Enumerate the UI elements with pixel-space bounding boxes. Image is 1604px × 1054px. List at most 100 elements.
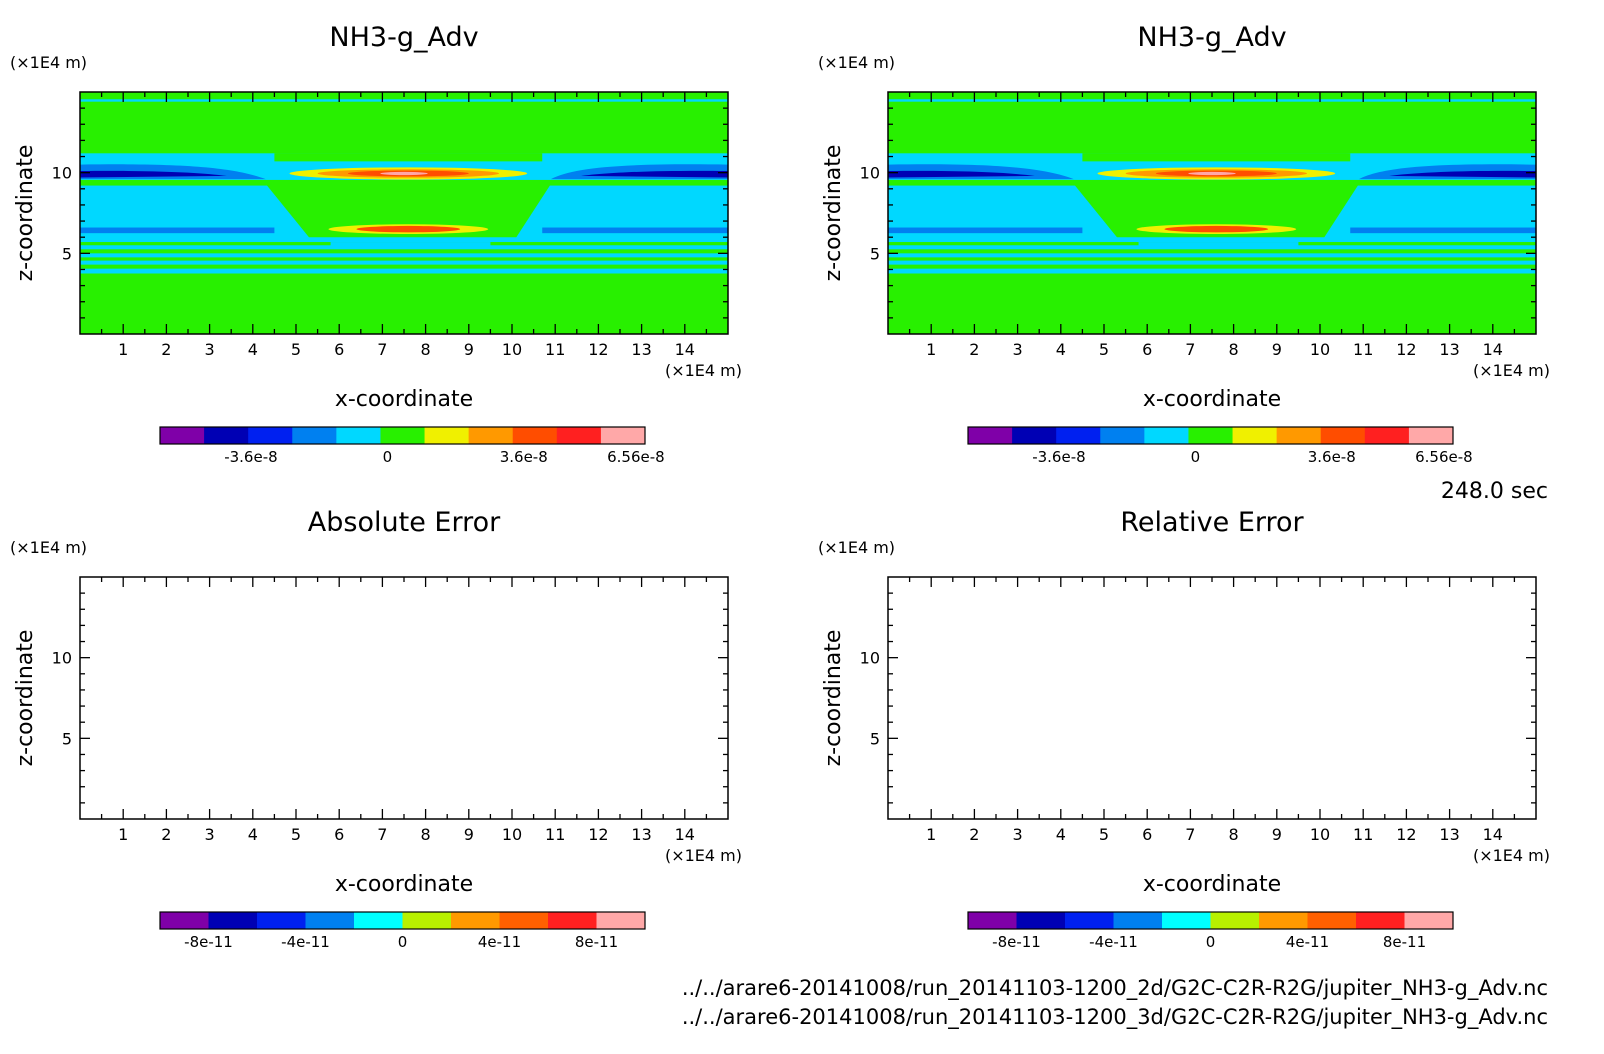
colorbar-segment xyxy=(1065,912,1114,929)
colorbar-segment xyxy=(1012,427,1057,444)
colorbar-label: 0 xyxy=(398,933,408,951)
contour-field xyxy=(80,92,728,334)
colorbar-segment xyxy=(596,912,646,929)
x-tick-label: 5 xyxy=(1099,340,1109,359)
x-tick-label: 11 xyxy=(1353,340,1373,359)
x-tick-label: 12 xyxy=(1396,825,1416,844)
colorbar-segment xyxy=(1056,427,1101,444)
y-tick-label: 5 xyxy=(870,729,880,748)
x-tick-label: 14 xyxy=(1483,340,1503,359)
field-lower-stripe xyxy=(888,245,1536,250)
x-tick-label: 2 xyxy=(161,825,171,844)
colorbar-segment xyxy=(548,912,597,929)
colorbar-segment xyxy=(1404,912,1454,929)
field-right-navy xyxy=(1389,170,1536,178)
colorbar-label: 3.6e-8 xyxy=(500,448,548,466)
field-green-trough xyxy=(265,183,551,238)
colorbar-segment xyxy=(208,912,258,929)
x-tick-label: 11 xyxy=(1353,825,1373,844)
x-tick-label: 4 xyxy=(248,340,258,359)
colorbar-segment xyxy=(556,427,602,444)
field-lower-bump xyxy=(1138,242,1299,247)
field-lower-stripe xyxy=(80,260,728,265)
field-upper-pink xyxy=(380,171,428,176)
colorbar-segment xyxy=(468,427,514,444)
x-tick-label: 1 xyxy=(118,340,128,359)
y-tick-label: 10 xyxy=(860,164,880,183)
colorbar-segment xyxy=(1276,427,1322,444)
y-tick-label: 10 xyxy=(860,649,880,668)
y-unit-label: (×1E4 m) xyxy=(10,53,87,72)
y-axis-label: z-coordinate xyxy=(821,145,846,282)
x-tick-label: 11 xyxy=(545,340,565,359)
plot-frame xyxy=(887,576,1537,820)
colorbar-segment xyxy=(1408,427,1454,444)
x-tick-label: 1 xyxy=(118,825,128,844)
field-left-navy xyxy=(888,170,1035,178)
x-unit-label: (×1E4 m) xyxy=(1473,846,1550,865)
x-tick-label: 6 xyxy=(1142,340,1152,359)
y-axis-label: z-coordinate xyxy=(13,145,38,282)
x-tick-label: 10 xyxy=(1310,340,1330,359)
field-left-lower-blue xyxy=(888,227,1083,234)
chart-title: Relative Error xyxy=(1120,507,1304,538)
colorbar-segment xyxy=(600,427,646,444)
y-tick-label: 5 xyxy=(870,244,880,263)
y-tick-label: 10 xyxy=(52,164,72,183)
colorbar-segment xyxy=(336,427,381,444)
x-tick-label: 3 xyxy=(1013,340,1023,359)
colorbar-segment xyxy=(402,912,452,929)
field-lower-stripe xyxy=(888,260,1536,265)
colorbar-label: -4e-11 xyxy=(1089,933,1138,951)
colorbar-label: -3.6e-8 xyxy=(1032,448,1085,466)
time-label: 248.0 sec xyxy=(1441,479,1548,504)
x-tick-label: 8 xyxy=(1229,825,1239,844)
x-tick-label: 6 xyxy=(1142,825,1152,844)
colorbar-label: 0 xyxy=(1206,933,1216,951)
x-tick-label: 2 xyxy=(969,340,979,359)
x-tick-label: 10 xyxy=(502,340,522,359)
colorbar-segment xyxy=(1210,912,1260,929)
x-tick-label: 13 xyxy=(631,825,651,844)
plot-frame xyxy=(79,576,729,820)
x-tick-label: 10 xyxy=(502,825,522,844)
x-tick-label: 1 xyxy=(926,825,936,844)
colorbar-segment xyxy=(1320,427,1366,444)
colorbar-label: 4e-11 xyxy=(1286,933,1329,951)
colorbar-segment xyxy=(248,427,293,444)
x-tick-label: 3 xyxy=(205,825,215,844)
x-tick-label: 12 xyxy=(1396,340,1416,359)
colorbar-segment xyxy=(1016,912,1066,929)
x-tick-label: 13 xyxy=(1439,340,1459,359)
x-tick-label: 12 xyxy=(588,340,608,359)
x-axis-label: x-coordinate xyxy=(335,872,473,897)
colorbar-label: 0 xyxy=(383,448,393,466)
field-left-lower-blue xyxy=(80,227,275,234)
x-tick-label: 6 xyxy=(334,825,344,844)
x-tick-label: 9 xyxy=(464,825,474,844)
colorbar-frame xyxy=(967,911,1454,930)
chart-title: NH3-g_Adv xyxy=(1137,22,1286,53)
chart-title: Absolute Error xyxy=(308,507,501,538)
colorbar-segment xyxy=(1162,912,1211,929)
field-top-band xyxy=(80,99,728,102)
x-unit-label: (×1E4 m) xyxy=(1473,361,1550,380)
x-axis-label: x-coordinate xyxy=(1143,872,1281,897)
colorbar-label: 6.56e-8 xyxy=(1415,448,1473,466)
colorbar-segment xyxy=(424,427,470,444)
chart-title: NH3-g_Adv xyxy=(329,22,478,53)
x-tick-label: 9 xyxy=(1272,340,1282,359)
x-tick-label: 8 xyxy=(421,340,431,359)
field-lower-stripe xyxy=(80,245,728,250)
colorbar-segment xyxy=(451,912,500,929)
x-tick-label: 5 xyxy=(1099,825,1109,844)
x-tick-label: 13 xyxy=(631,340,651,359)
colorbar-label: 0 xyxy=(1191,448,1201,466)
x-tick-label: 4 xyxy=(248,825,258,844)
colorbar-label: 4e-11 xyxy=(478,933,521,951)
footer-path-2d: ../../arare6-20141008/run_20141103-1200_… xyxy=(682,976,1548,1001)
x-tick-label: 7 xyxy=(377,825,387,844)
colorbar-segment xyxy=(1113,912,1163,929)
field-lower-stripe xyxy=(80,268,728,274)
